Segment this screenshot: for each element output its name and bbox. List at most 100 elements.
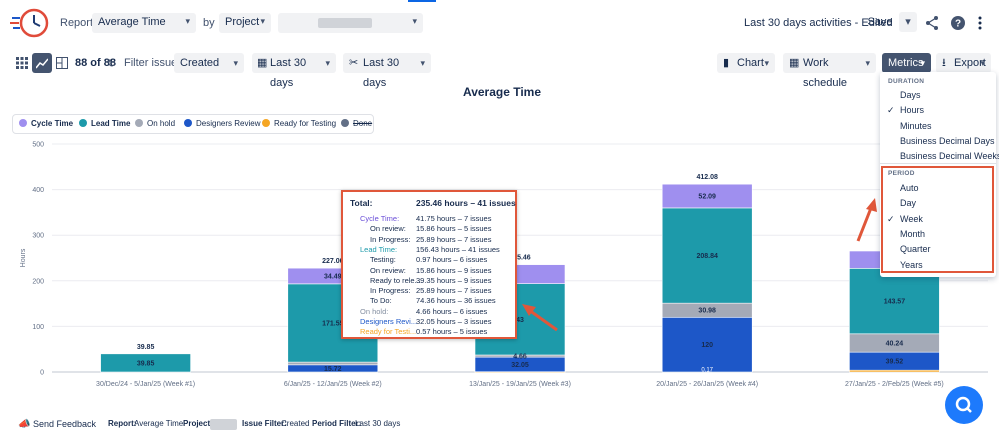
export-label: Export	[954, 57, 986, 69]
filter-issues-select[interactable]: Created ▾	[174, 53, 244, 73]
calendar-grid-icon: ▦	[789, 57, 800, 69]
save-button[interactable]: Save	[867, 16, 893, 28]
more-vertical-icon[interactable]	[976, 15, 984, 31]
legend-item-done[interactable]: Done	[341, 119, 372, 128]
tooltip-row-value: 15.86 hours – 5 issues	[416, 224, 492, 234]
y-tick-label: 500	[32, 142, 44, 149]
x-tick-label: 27/Jan/25 - 2/Feb/25 (Week #5)	[845, 381, 944, 388]
bar-data-label: 0.17	[701, 368, 713, 374]
menu-item-years[interactable]: Years	[900, 259, 923, 270]
tooltip-row: Cycle Time: 41.75 hours – 7 issues	[343, 214, 515, 224]
legend-item-lead-time[interactable]: Lead Time	[79, 119, 130, 128]
legend-item-on-hold[interactable]: On hold	[135, 119, 175, 128]
period-filter-select[interactable]: ✂ Last 30 days ▾	[343, 53, 431, 89]
menu-item-week[interactable]: Week	[900, 213, 923, 224]
menu-item-minutes[interactable]: Minutes	[900, 120, 932, 131]
tooltip-row-label: Cycle Time:	[360, 214, 400, 223]
tooltip-row: On review: 15.86 hours – 5 issues	[343, 224, 515, 234]
bar-segment-lead-time[interactable]	[849, 268, 940, 335]
tooltip-total-value: 235.46 hours – 41 issues	[416, 198, 516, 208]
callout-arrows	[522, 198, 877, 332]
chart-type-button[interactable]: ▮ Chart ▾	[717, 53, 775, 73]
help-icon[interactable]: ?	[950, 15, 966, 31]
chevron-down-icon: ▾	[325, 58, 330, 68]
bar-segment-lead-time[interactable]	[661, 207, 753, 304]
bar-segment-lead-time[interactable]	[100, 353, 191, 373]
redacted-project	[210, 419, 237, 430]
menu-item-business-decimal-days[interactable]: Business Decimal Days	[900, 135, 995, 146]
chevron-down-icon: ▾	[412, 16, 417, 26]
tooltip-row-value: 156.43 hours – 41 issues	[416, 244, 500, 254]
tooltip-row: Ready to rele... 39.35 hours – 9 issues	[343, 276, 515, 286]
legend-item-cycle-time[interactable]: Cycle Time	[19, 119, 73, 128]
footer-issue-filter-value: Created	[281, 419, 310, 428]
tooltip-row-label: To Do:	[370, 296, 392, 306]
footer-report-label: Report:	[108, 419, 137, 428]
board-view-button[interactable]	[52, 53, 72, 73]
grid-view-button[interactable]	[12, 53, 32, 73]
bar-data-label: 39.85	[137, 360, 155, 367]
menu-item-hours[interactable]: Hours	[900, 105, 925, 116]
tooltip-row-label: In Progress:	[370, 234, 411, 244]
legend-item-designers-review[interactable]: Designers Review	[184, 119, 260, 128]
refresh-icon[interactable]: ↻	[107, 58, 117, 70]
bar-segment-on-hold[interactable]	[287, 361, 379, 366]
by-label: by	[203, 17, 215, 29]
report-select[interactable]: Average Time ▾	[92, 13, 196, 33]
tooltip-row-value: 4.66 hours – 6 issues	[416, 306, 488, 316]
y-tick-label: 400	[32, 187, 44, 194]
tooltip-row-value: 0.97 hours – 6 issues	[416, 255, 488, 265]
period-arrowhead	[866, 198, 877, 212]
chevron-down-icon: ▾	[260, 16, 265, 26]
board-icon	[56, 57, 68, 69]
tools-icon: ✂	[349, 57, 359, 69]
bar-data-label: 52.09	[698, 194, 716, 201]
redacted-project	[318, 18, 372, 28]
footer-report-value: Average Time	[134, 419, 184, 428]
legend-swatch	[184, 119, 192, 127]
share-icon[interactable]	[924, 15, 940, 31]
tooltip-row-label: Testing:	[370, 255, 396, 265]
chart-type-label: Chart	[737, 57, 764, 69]
menu-item-quarter[interactable]: Quarter	[900, 244, 931, 255]
group-by-select[interactable]: Project ▾	[219, 13, 271, 33]
legend-item-ready-for-testing[interactable]: Ready for Testing	[262, 119, 336, 128]
work-schedule-button[interactable]: ▦ Work schedule ▾	[783, 53, 876, 89]
metrics-button[interactable]: Metrics ▾	[882, 53, 931, 73]
bar-data-label: 4.66	[513, 354, 527, 361]
menu-divider	[880, 163, 996, 164]
bar-data-label: 143.57	[884, 299, 906, 306]
tooltip-row: On review: 15.86 hours – 9 issues	[343, 266, 515, 276]
menu-item-day[interactable]: Day	[900, 198, 917, 209]
menu-item-month[interactable]: Month	[900, 228, 926, 239]
menu-item-auto[interactable]: Auto	[900, 183, 919, 193]
bar-chart-icon: ▮	[723, 57, 730, 69]
bar-data-label: 40.24	[886, 340, 904, 347]
bar-data-label: 34.49	[324, 274, 342, 281]
tooltip-row-label: On review:	[370, 224, 406, 234]
bar-total-label: 39.85	[137, 344, 155, 351]
download-icon: ⭳	[942, 57, 946, 69]
date-range-select[interactable]: ▦ Last 30 days ▾	[252, 53, 336, 89]
chart-legend: Cycle Time Lead Time On hold Designers R…	[12, 114, 374, 134]
report-label: Report:	[60, 17, 97, 29]
menu-item-business-decimal-weeks[interactable]: Business Decimal Weeks	[900, 151, 999, 162]
bar-segment-designers-review[interactable]	[661, 316, 753, 373]
tooltip-row-label: In Progress:	[370, 286, 411, 296]
send-feedback-link[interactable]: Send Feedback	[33, 419, 97, 429]
bar-data-label: 208.84	[696, 253, 718, 260]
export-button[interactable]: ⭳ Export ▾	[936, 53, 991, 73]
bar-data-label: 43	[516, 317, 524, 324]
chart-view-button[interactable]	[32, 53, 52, 73]
bar-segment-cycle-time[interactable]	[661, 183, 753, 209]
search-fab-button[interactable]	[945, 386, 983, 424]
save-options-button[interactable]: ▾	[899, 12, 917, 32]
checkmark-icon: ✓	[887, 213, 895, 224]
x-tick-label: 20/Jan/25 - 26/Jan/25 (Week #4)	[656, 381, 758, 388]
menu-item-days[interactable]: Days	[900, 90, 921, 100]
project-select[interactable]: ▾	[278, 13, 423, 33]
chevron-down-icon: ▾	[764, 58, 769, 68]
bar-total-label: 227.06	[322, 258, 344, 265]
tooltip-total-label: Total:	[350, 198, 373, 208]
tooltip-arrow	[528, 308, 558, 332]
